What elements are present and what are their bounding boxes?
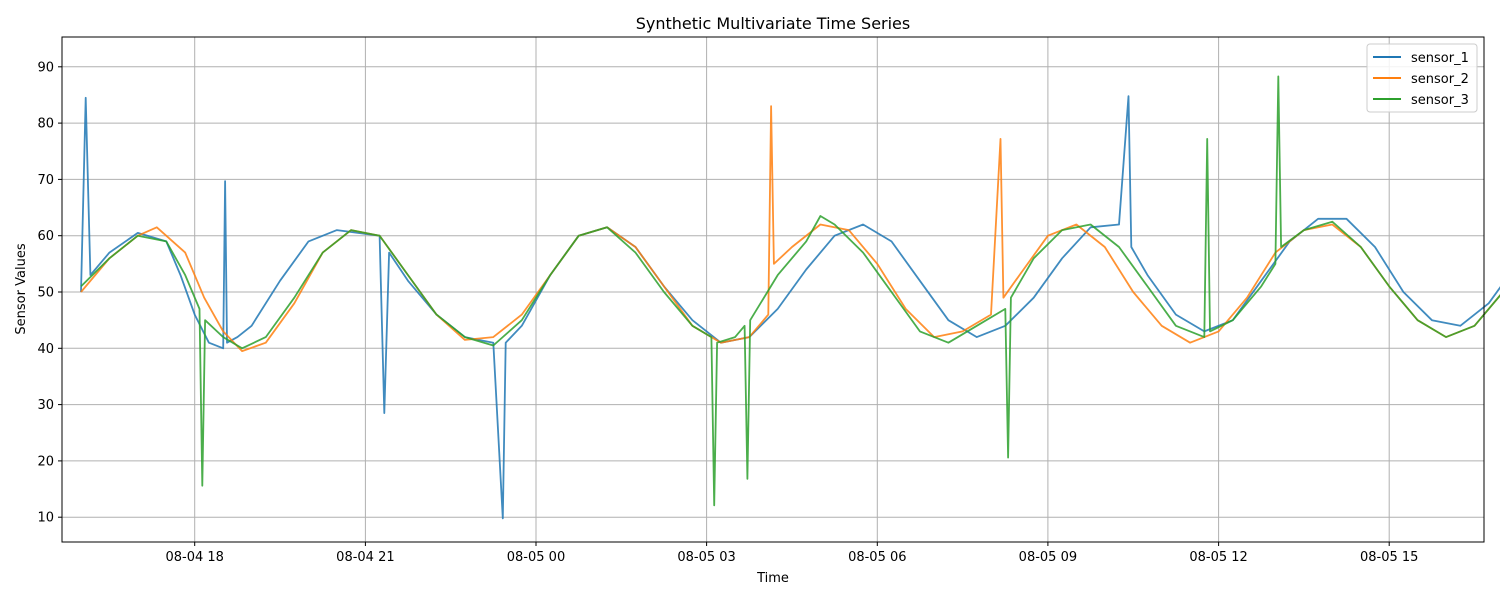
x-tick-label: 08-05 12 [1189, 550, 1247, 565]
x-axis-ticks: 08-04 18 08-04 21 08-05 00 08-05 03 08-05 06… [165, 542, 1418, 565]
x-tick-label: 08-05 00 [507, 550, 565, 565]
y-tick-label: 30 [37, 398, 54, 413]
x-tick-label: 08-04 21 [336, 550, 394, 565]
plot-frame [61, 36, 1485, 543]
x-tick-label: 08-04 18 [165, 550, 223, 565]
y-axis-label: Sensor Values [14, 243, 29, 334]
legend-label-sensor-3: sensor_3 [1411, 93, 1469, 108]
y-axis-ticks: 10 20 30 40 50 60 70 80 90 [37, 60, 62, 526]
x-tick-label: 08-05 09 [1019, 550, 1077, 565]
chart-title: Synthetic Multivariate Time Series [636, 14, 910, 33]
legend-label-sensor-1: sensor_1 [1411, 51, 1469, 66]
legend: sensor_1 sensor_2 sensor_3 [1366, 43, 1478, 113]
legend-label-sensor-2: sensor_2 [1411, 72, 1469, 87]
y-tick-label: 40 [37, 342, 54, 357]
series-line-sensor-1 [80, 95, 1500, 520]
y-tick-label: 80 [37, 117, 54, 132]
y-tick-label: 60 [37, 229, 54, 244]
y-tick-label: 90 [37, 60, 54, 75]
series-line-sensor-3 [80, 75, 1500, 507]
grid [62, 37, 1484, 542]
y-tick-label: 20 [37, 454, 54, 469]
series-line-sensor-2 [80, 105, 1500, 353]
y-tick-label: 50 [37, 286, 54, 301]
x-tick-label: 08-05 03 [677, 550, 735, 565]
y-tick-label: 10 [37, 511, 54, 526]
x-tick-label: 08-05 06 [848, 550, 906, 565]
legend-box [1366, 43, 1478, 113]
x-tick-label: 08-05 15 [1360, 550, 1418, 565]
series-lines [80, 75, 1500, 520]
x-axis-label: Time [756, 571, 789, 586]
y-tick-label: 70 [37, 173, 54, 188]
